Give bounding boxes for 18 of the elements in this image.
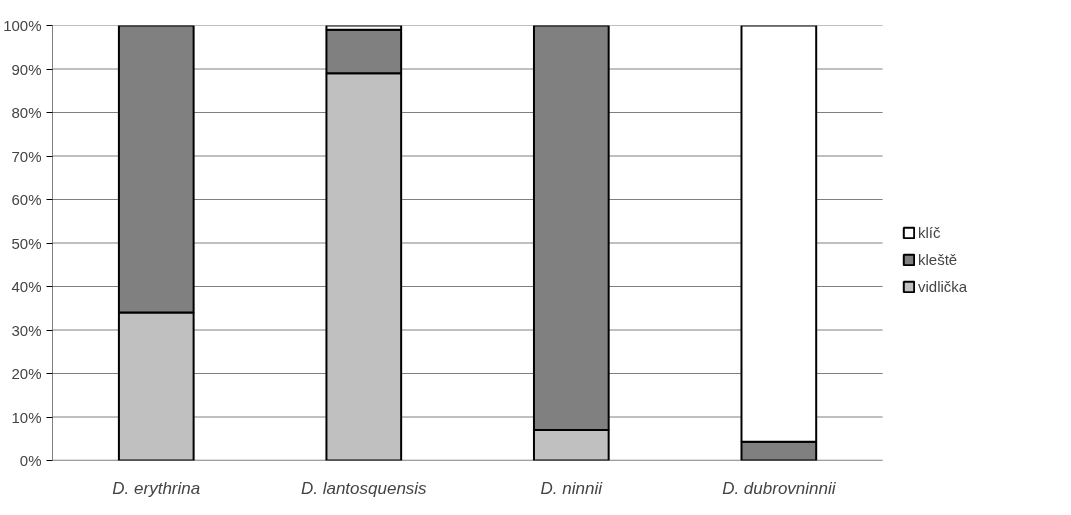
y-tick-label: 30% — [11, 321, 42, 339]
y-tick-label: 80% — [11, 104, 42, 121]
legend-label: klíč — [918, 224, 941, 241]
x-tick-label: D. erythrina — [112, 478, 201, 498]
legend-label: kleště — [918, 251, 958, 268]
x-tick-label: D. lantosquensis — [300, 478, 428, 498]
y-tick-label: 70% — [11, 147, 42, 165]
y-tick-label: 40% — [11, 278, 42, 295]
y-tick-label: 50% — [11, 234, 42, 252]
y-tick-label: 10% — [11, 408, 42, 426]
y-tick-label: 100% — [3, 17, 42, 34]
x-tick-label: D. dubrovninnii — [722, 478, 837, 498]
y-tick-label: 20% — [11, 365, 42, 382]
y-tick-label: 60% — [11, 191, 42, 208]
y-tick-label: 0% — [19, 452, 42, 469]
y-tick-label: 90% — [11, 60, 42, 78]
x-tick-label: D. ninnii — [540, 478, 604, 498]
legend-label: vidlička — [918, 278, 968, 295]
